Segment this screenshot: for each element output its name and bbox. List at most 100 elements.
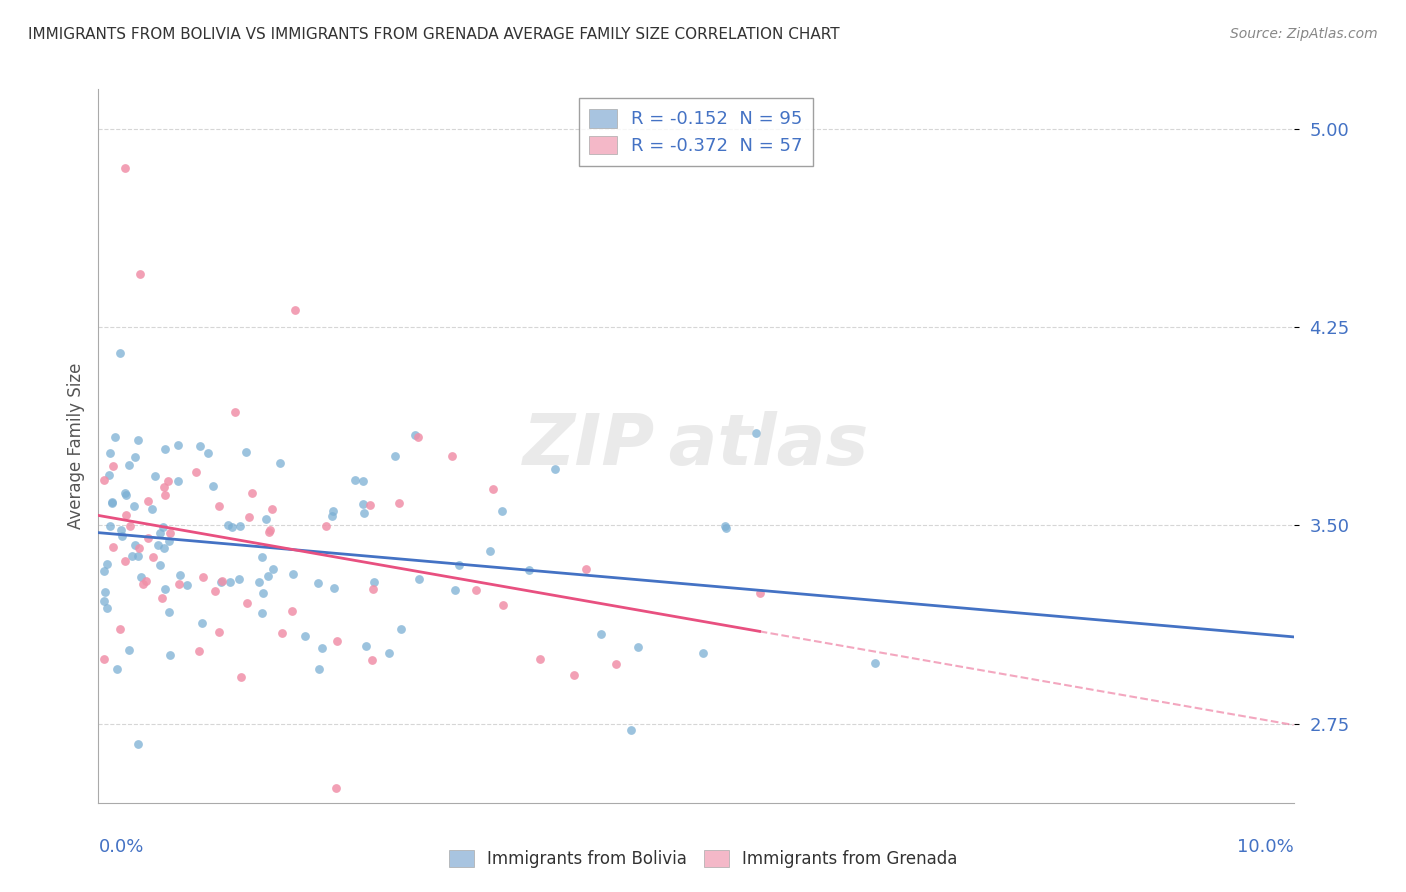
Point [529, 652, 551, 666]
Point [343, 473, 366, 487]
Point [605, 657, 627, 671]
Point [447, 558, 470, 572]
Point [221, 520, 243, 534]
Point [388, 495, 411, 509]
Point [281, 604, 304, 618]
Point [129, 267, 152, 281]
Point [111, 528, 134, 542]
Point [404, 428, 426, 442]
Point [378, 646, 401, 660]
Point [208, 499, 231, 513]
Point [217, 517, 239, 532]
Point [157, 605, 180, 619]
Point [184, 465, 207, 479]
Point [354, 639, 377, 653]
Point [157, 474, 180, 488]
Point [544, 461, 567, 475]
Point [131, 577, 153, 591]
Point [100, 519, 122, 533]
Point [114, 553, 136, 567]
Point [224, 405, 246, 419]
Point [108, 622, 131, 636]
Point [135, 574, 157, 588]
Text: IMMIGRANTS FROM BOLIVIA VS IMMIGRANTS FROM GRENADA AVERAGE FAMILY SIZE CORRELATI: IMMIGRANTS FROM BOLIVIA VS IMMIGRANTS FR… [28, 27, 839, 42]
Point [517, 564, 540, 578]
Point [141, 502, 163, 516]
Point [128, 541, 150, 555]
Point [127, 433, 149, 447]
Point [262, 501, 284, 516]
Point [201, 479, 224, 493]
Point [115, 508, 138, 522]
Point [204, 584, 226, 599]
Point [96, 557, 118, 571]
Point [250, 550, 273, 565]
Point [692, 646, 714, 660]
Point [98, 446, 121, 460]
Point [716, 521, 738, 535]
Point [406, 430, 429, 444]
Point [101, 458, 124, 473]
Point [308, 662, 330, 676]
Point [104, 430, 127, 444]
Point [323, 581, 346, 595]
Point [159, 526, 181, 541]
Point [482, 482, 505, 496]
Point [294, 629, 316, 643]
Point [322, 504, 344, 518]
Point [359, 498, 381, 512]
Point [153, 442, 176, 456]
Y-axis label: Average Family Size: Average Family Size [66, 363, 84, 529]
Point [93, 652, 115, 666]
Point [142, 550, 165, 565]
Point [187, 644, 209, 658]
Point [93, 564, 115, 578]
Point [166, 475, 188, 489]
Legend: Immigrants from Bolivia, Immigrants from Grenada: Immigrants from Bolivia, Immigrants from… [441, 843, 965, 875]
Point [257, 569, 280, 583]
Point [153, 480, 176, 494]
Legend: R = -0.152  N = 95, R = -0.372  N = 57: R = -0.152 N = 95, R = -0.372 N = 57 [579, 98, 813, 166]
Point [118, 643, 141, 657]
Text: Source: ZipAtlas.com: Source: ZipAtlas.com [1230, 27, 1378, 41]
Point [444, 583, 467, 598]
Point [315, 518, 337, 533]
Point [138, 493, 160, 508]
Point [101, 541, 124, 555]
Point [745, 425, 768, 440]
Point [96, 601, 118, 615]
Point [143, 469, 166, 483]
Point [307, 576, 329, 591]
Point [153, 488, 176, 502]
Point [440, 449, 463, 463]
Point [257, 525, 280, 540]
Text: 0.0%: 0.0% [98, 838, 143, 856]
Point [311, 641, 333, 656]
Text: ZIP atlas: ZIP atlas [523, 411, 869, 481]
Point [114, 161, 136, 176]
Point [228, 572, 250, 586]
Point [247, 575, 270, 590]
Point [408, 572, 430, 586]
Point [157, 533, 180, 548]
Point [620, 723, 643, 737]
Point [105, 662, 128, 676]
Point [209, 575, 232, 590]
Point [155, 582, 177, 597]
Point [353, 506, 375, 520]
Point [150, 591, 173, 606]
Point [271, 626, 294, 640]
Point [250, 606, 273, 620]
Point [167, 438, 190, 452]
Point [114, 486, 136, 500]
Point [252, 586, 274, 600]
Point [219, 575, 242, 590]
Point [627, 640, 650, 655]
Point [193, 570, 215, 584]
Point [127, 549, 149, 564]
Point [325, 780, 347, 795]
Point [562, 668, 585, 682]
Point [363, 575, 385, 590]
Point [389, 622, 412, 636]
Point [118, 458, 141, 473]
